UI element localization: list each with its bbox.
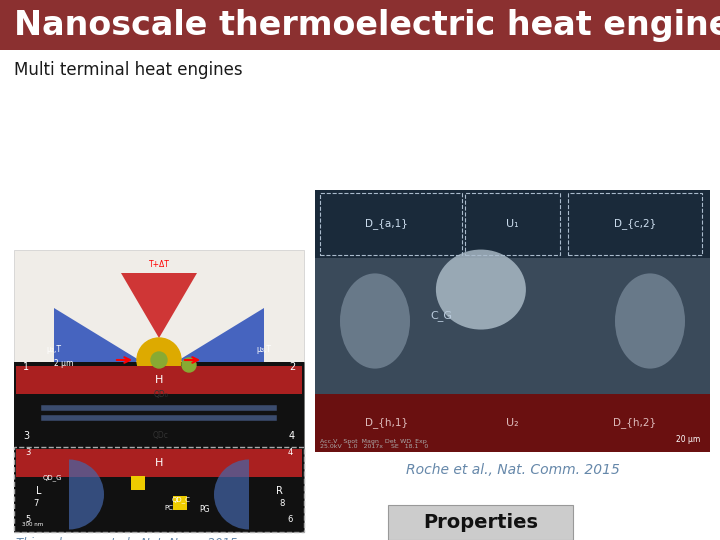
Bar [315,258,710,394]
Text: T+ΔT: T+ΔT [148,260,169,269]
Ellipse shape [615,273,685,369]
Text: H: H [155,375,163,385]
Text: Nanoscale thermoelectric heat engines: Nanoscale thermoelectric heat engines [14,9,720,42]
Circle shape [182,358,196,372]
Text: 4: 4 [289,431,295,441]
Text: 20 μm: 20 μm [676,435,700,444]
Text: QDc: QDc [153,431,169,440]
Bar [14,362,304,447]
Wedge shape [214,460,249,530]
Polygon shape [121,273,197,338]
Bar [14,447,304,532]
Text: Properties: Properties [423,512,539,531]
Bar [16,366,302,394]
Text: 300 nm: 300 nm [22,522,43,527]
Text: PC: PC [165,505,174,511]
Text: D_{h,1}: D_{h,1} [364,417,408,428]
Text: U₁: U₁ [506,219,519,229]
Text: R: R [276,487,282,496]
Text: 3: 3 [25,448,31,457]
Wedge shape [69,460,104,530]
Bar [16,449,302,477]
Text: PG: PG [199,505,210,514]
Text: 1: 1 [23,362,29,372]
Ellipse shape [340,273,410,369]
Bar [388,504,573,539]
Text: 4: 4 [287,448,292,457]
Bar [320,193,462,255]
Text: 6: 6 [287,515,293,524]
Circle shape [151,352,167,368]
Text: QD_C: QD_C [171,496,190,503]
Text: μ₂,T: μ₂,T [47,346,61,354]
Ellipse shape [436,249,526,329]
Text: Multi terminal heat engines: Multi terminal heat engines [14,61,243,79]
Bar [173,496,187,510]
Text: U₂: U₂ [506,418,519,428]
Text: C_G: C_G [431,310,452,321]
Bar [14,447,304,532]
Text: H: H [155,458,163,468]
Text: QD₀: QD₀ [153,390,168,400]
Bar [0,0,720,50]
Text: QD_G: QD_G [42,475,62,481]
Text: 5: 5 [25,515,31,524]
Text: Thierschmann et al., Nat. Nano. 2015: Thierschmann et al., Nat. Nano. 2015 [16,537,238,540]
Text: 2 μm: 2 μm [54,359,73,368]
Polygon shape [54,308,139,412]
Text: 25.0kV   1.0   2017x    SE   18.1   0: 25.0kV 1.0 2017x SE 18.1 0 [320,444,428,449]
Bar [315,394,710,452]
Text: L: L [36,487,42,496]
Text: 3: 3 [23,431,29,441]
Bar [315,190,710,452]
Text: D_{a,1}: D_{a,1} [364,219,408,230]
Bar [465,193,560,255]
Bar [131,476,145,489]
Text: Roche et al., Nat. Comm. 2015: Roche et al., Nat. Comm. 2015 [405,463,619,477]
Text: Acc.V   Spot  Magn   Det  WD  Exp: Acc.V Spot Magn Det WD Exp [320,439,427,444]
Text: μ₃,T: μ₃,T [256,346,271,354]
Text: 7: 7 [33,499,39,508]
Bar [14,250,304,450]
Text: 8: 8 [279,499,284,508]
Text: D_{h,2}: D_{h,2} [613,417,657,428]
Bar [315,190,710,258]
Circle shape [137,338,181,382]
Bar [14,362,304,532]
Polygon shape [179,308,264,412]
Text: 2: 2 [289,362,295,372]
Bar [568,193,702,255]
Text: D_{c,2}: D_{c,2} [614,219,656,230]
